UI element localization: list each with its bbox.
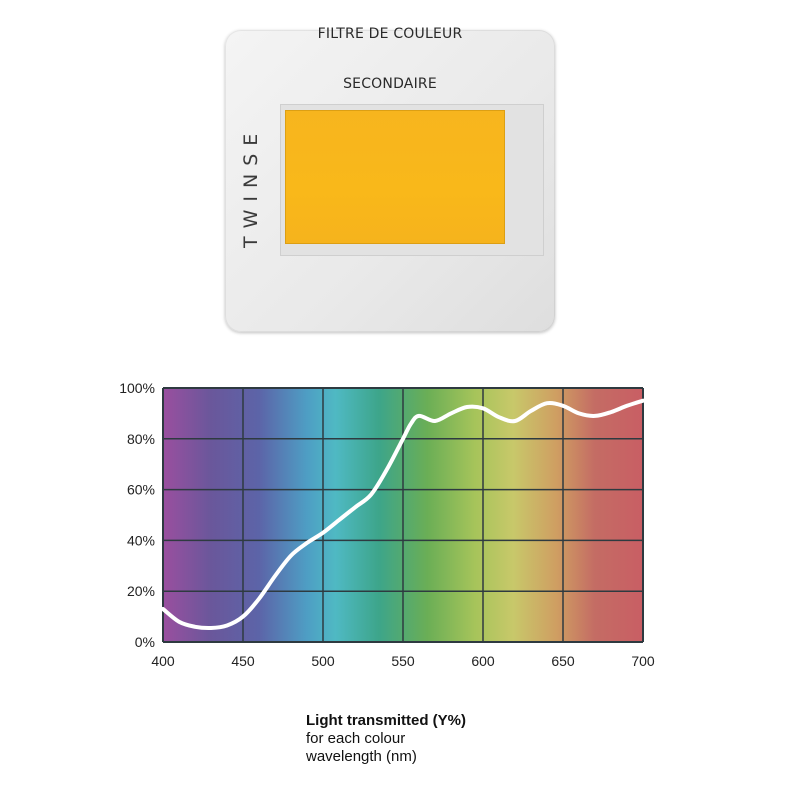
color-filter-window [285, 110, 505, 244]
caption-title: Light transmitted (Y%) [306, 712, 466, 729]
caption-line-3: wavelength (nm) [306, 748, 417, 765]
x-tick-label: 450 [231, 653, 255, 669]
x-tick-label: 600 [471, 653, 495, 669]
y-tick-label: 0% [135, 634, 155, 650]
caption-line-2: for each colour [306, 730, 406, 747]
brand-text: TWINSE [240, 125, 262, 248]
transmission-chart: 400 450 500 550 600 650 700 0% 20% 40% 60% 80% 100% [119, 380, 655, 669]
y-tick-label: 100% [119, 380, 155, 396]
slide-title-line1: FILTRE DE COULEUR [317, 26, 463, 42]
x-tick-label: 650 [551, 653, 575, 669]
x-tick-label: 500 [311, 653, 335, 669]
chart-caption: Light transmitted (Y%) for each colour w… [306, 712, 466, 766]
y-tick-label: 40% [127, 532, 155, 548]
x-tick-label: 400 [151, 653, 175, 669]
y-tick-label: 20% [127, 583, 155, 599]
x-tick-label: 550 [391, 653, 415, 669]
y-tick-label: 60% [127, 482, 155, 498]
y-axis-ticks: 0% 20% 40% 60% 80% 100% [119, 380, 155, 650]
x-tick-label: 700 [631, 653, 655, 669]
transmission-curve [161, 398, 645, 631]
x-axis-ticks: 400 450 500 550 600 650 700 [151, 653, 655, 669]
slide-title-line2: SECONDAIRE [343, 76, 437, 92]
y-tick-label: 80% [127, 431, 155, 447]
